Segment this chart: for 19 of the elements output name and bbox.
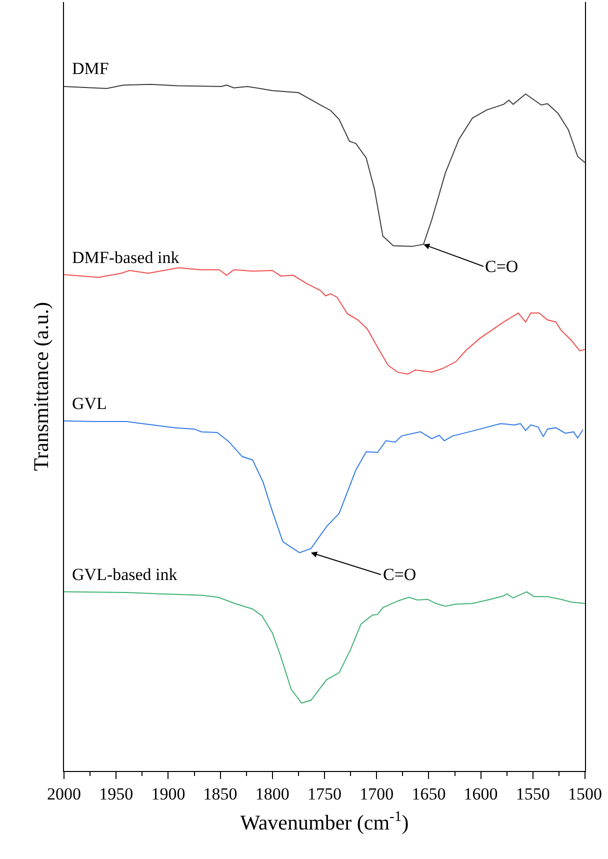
series-label: DMF-based ink [72,248,180,267]
x-axis-title: Wavenumber (cm$^{-1}$) [240,808,409,835]
x-tick-label: 1850 [203,784,238,804]
y-axis-title: Transmittance (a.u.) [29,302,53,471]
x-tick-label: 1600 [464,784,498,804]
x-tick-label: 1950 [99,784,134,804]
x-tick-label: 1500 [568,784,602,804]
series-label: DMF [72,59,109,78]
x-tick-label: 1800 [255,784,290,804]
series-label: GVL-based ink [72,565,178,584]
x-tick-label: 1550 [516,784,550,804]
x-tick-label: 1650 [412,784,446,804]
x-tick-label: 1750 [308,784,342,804]
annotation: C=O [485,257,518,276]
x-tick-label: 2000 [47,784,81,804]
annotation: C=O [383,565,416,584]
x-tick-label: 1700 [360,784,394,804]
series-label: GVL [72,394,107,413]
x-tick-label: 1900 [151,784,186,804]
